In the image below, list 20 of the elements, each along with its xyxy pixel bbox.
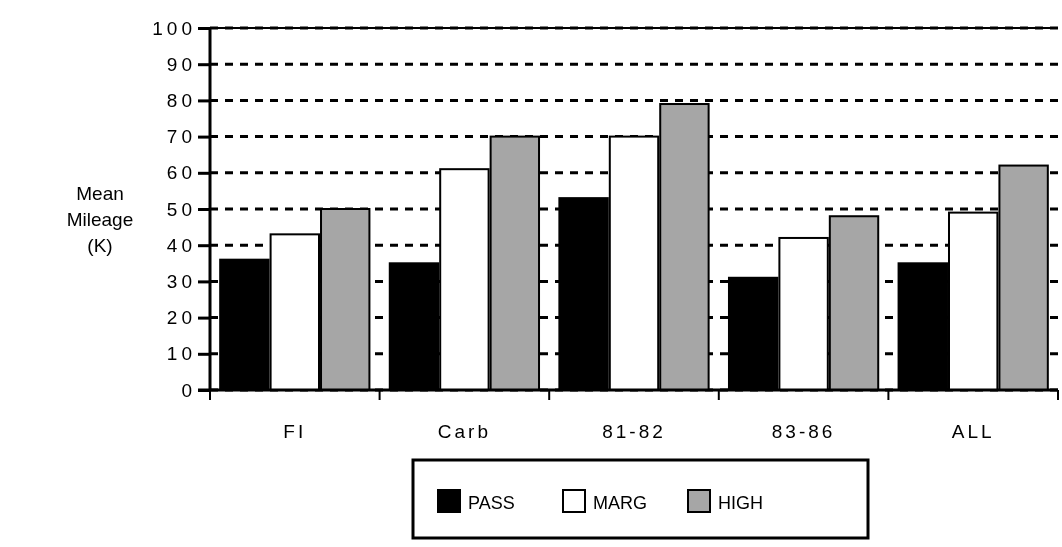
- x-tick-label: 83-86: [771, 421, 836, 442]
- y-tick-label: 10: [166, 343, 196, 365]
- x-tick-label: Carb: [437, 421, 491, 442]
- y-tick-label: 90: [166, 53, 196, 75]
- x-tick-label: 81-82: [602, 421, 666, 442]
- y-tick-label: 70: [166, 126, 196, 148]
- legend-label: MARG: [593, 493, 647, 513]
- legend-label: HIGH: [718, 493, 763, 513]
- y-axis-title: Mean Mileage (K): [66, 183, 134, 256]
- y-tick-label: 40: [166, 234, 196, 256]
- x-tick-label: FI: [283, 421, 307, 442]
- y-tick-label: 50: [166, 198, 196, 220]
- x-tick-label: ALL: [951, 421, 995, 442]
- y-tick-label: 0: [181, 379, 196, 401]
- y-tick-label: 100: [152, 17, 196, 39]
- y-tick-label: 20: [166, 307, 196, 329]
- legend-label: PASS: [468, 493, 515, 513]
- y-tick-label: 60: [166, 162, 196, 184]
- y-tick-label: 80: [166, 89, 196, 111]
- y-tick-label: 30: [166, 270, 196, 292]
